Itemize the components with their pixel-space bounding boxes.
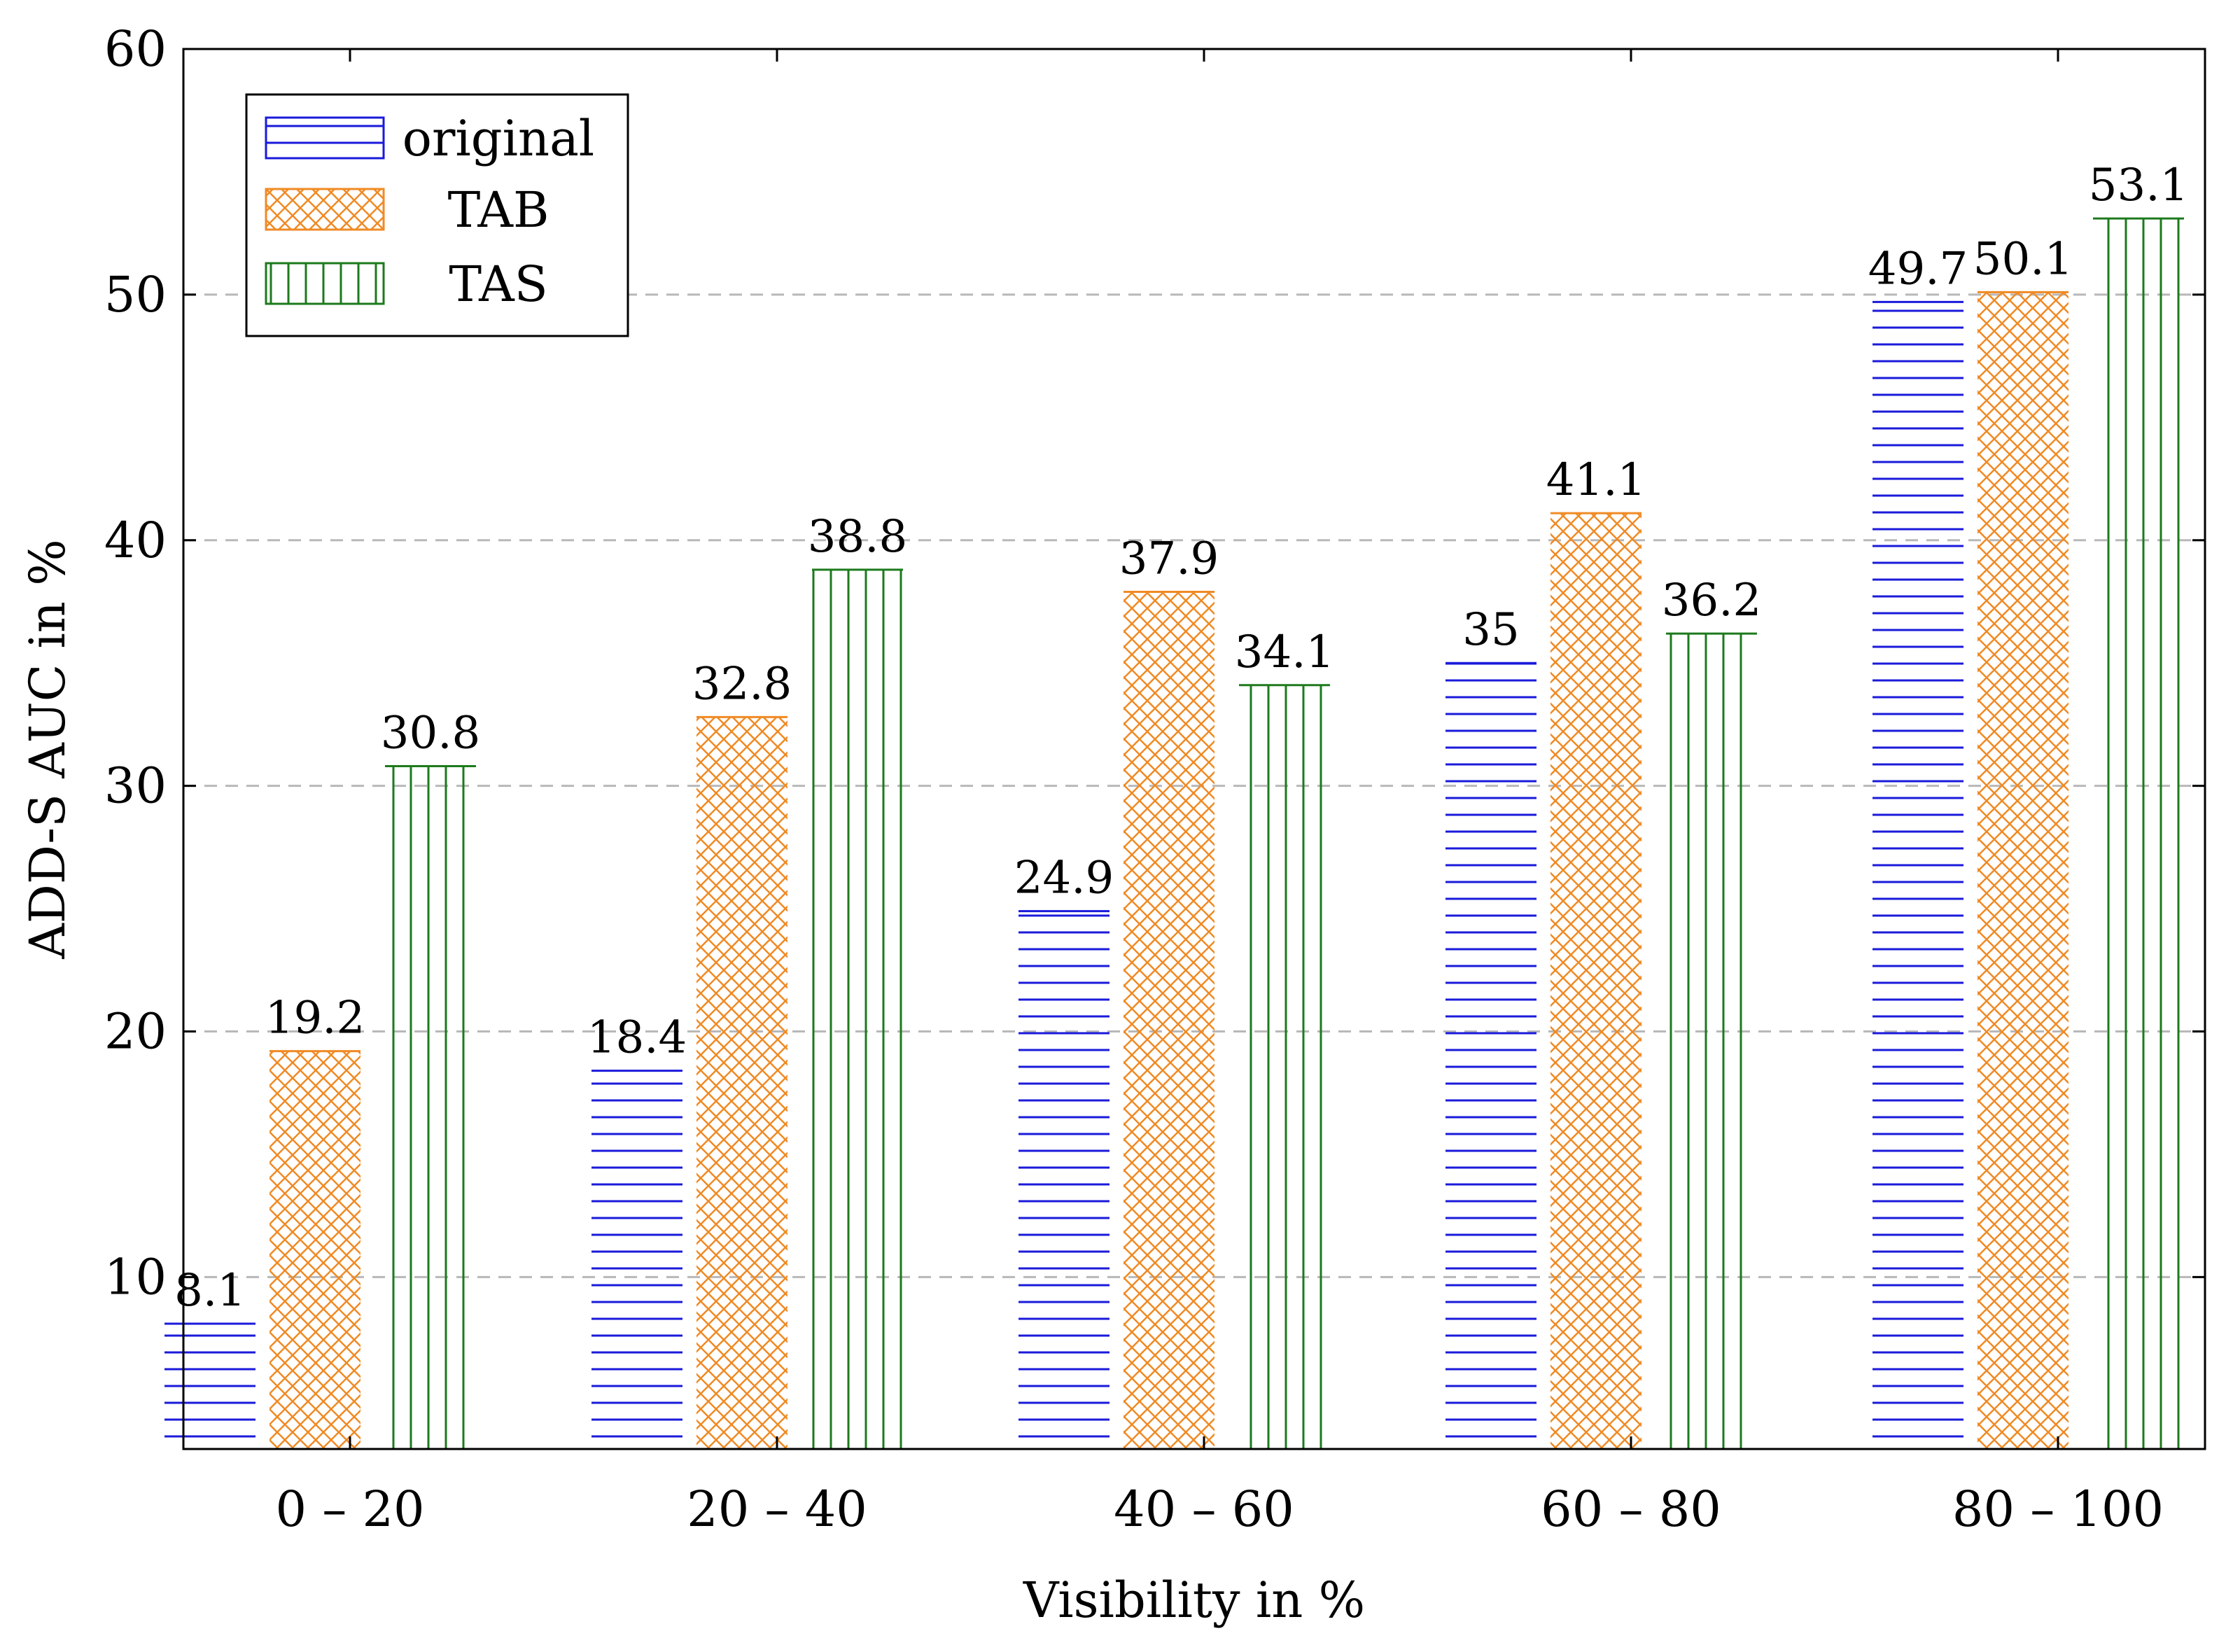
y-tick-label: 20 <box>104 1003 167 1060</box>
legend-label-original: original <box>402 110 594 167</box>
y-tick-label: 60 <box>104 20 167 78</box>
legend: original TAB TAS <box>245 93 629 337</box>
legend-label-TAS: TAS <box>449 255 547 313</box>
bar-TAB-1 <box>696 717 788 1449</box>
x-tick-label: 40 – 60 <box>1114 1480 1294 1538</box>
data-label: 50.1 <box>1973 233 2073 285</box>
data-label: 34.1 <box>1235 626 1335 678</box>
y-tick-label: 30 <box>104 757 167 815</box>
bar-TAB-4 <box>1977 292 2068 1449</box>
data-label: 19.2 <box>265 993 365 1044</box>
x-tick-label: 0 – 20 <box>275 1480 424 1538</box>
bar-TAS-2 <box>1239 685 1330 1449</box>
legend-swatch-TAS <box>265 262 385 305</box>
x-tick-label: 80 – 100 <box>1952 1480 2164 1538</box>
data-label: 38.8 <box>808 511 908 563</box>
x-tick-label: 20 – 40 <box>687 1480 867 1538</box>
y-tick-label: 50 <box>104 266 167 323</box>
bars <box>164 217 2184 1450</box>
legend-label-TAB: TAB <box>448 181 550 239</box>
legend-swatch-TAB <box>265 188 385 231</box>
axes: 10 20 30 40 50 60 0 – 20 20 – 40 40 – 60 60 – 80 8… <box>19 20 2206 1629</box>
data-labels: 8.1 18.4 24.9 35 49.7 19.2 32.8 37.9 41.1 50.1 30.… <box>174 160 2188 1317</box>
plot-frame <box>182 48 2206 1450</box>
data-label: 41.1 <box>1546 454 1646 506</box>
data-label: 18.4 <box>587 1012 687 1064</box>
data-label: 24.9 <box>1014 853 1114 904</box>
x-tick-label: 60 – 80 <box>1541 1480 1721 1538</box>
data-label: 53.1 <box>2089 160 2189 211</box>
bar-original-4 <box>1872 302 1963 1449</box>
y-tick-label: 10 <box>104 1248 167 1306</box>
data-label: 8.1 <box>174 1265 246 1317</box>
bar-TAB-2 <box>1124 592 1214 1449</box>
data-label: 49.7 <box>1868 243 1968 295</box>
bar-TAB-3 <box>1550 513 1642 1449</box>
bar-TAS-3 <box>1666 634 1757 1450</box>
data-label: 37.9 <box>1119 533 1219 584</box>
bar-TAS-4 <box>2093 218 2184 1450</box>
bar-TAS-1 <box>812 569 903 1449</box>
y-axis-title: ADD-S AUC in % <box>19 539 76 960</box>
data-label: 30.8 <box>381 708 481 760</box>
bar-original-2 <box>1018 911 1110 1449</box>
bar-TAS-0 <box>385 766 476 1449</box>
data-label: 36.2 <box>1662 575 1762 626</box>
legend-swatch-original <box>265 116 385 160</box>
y-tick-label: 40 <box>104 512 167 569</box>
bar-original-1 <box>592 1070 682 1449</box>
bar-TAB-0 <box>270 1051 360 1449</box>
bar-original-0 <box>164 1324 255 1449</box>
data-label: 35 <box>1462 604 1519 656</box>
data-label: 32.8 <box>692 658 792 710</box>
x-axis-title: Visibility in % <box>1023 1572 1365 1629</box>
bar-original-3 <box>1446 663 1536 1449</box>
